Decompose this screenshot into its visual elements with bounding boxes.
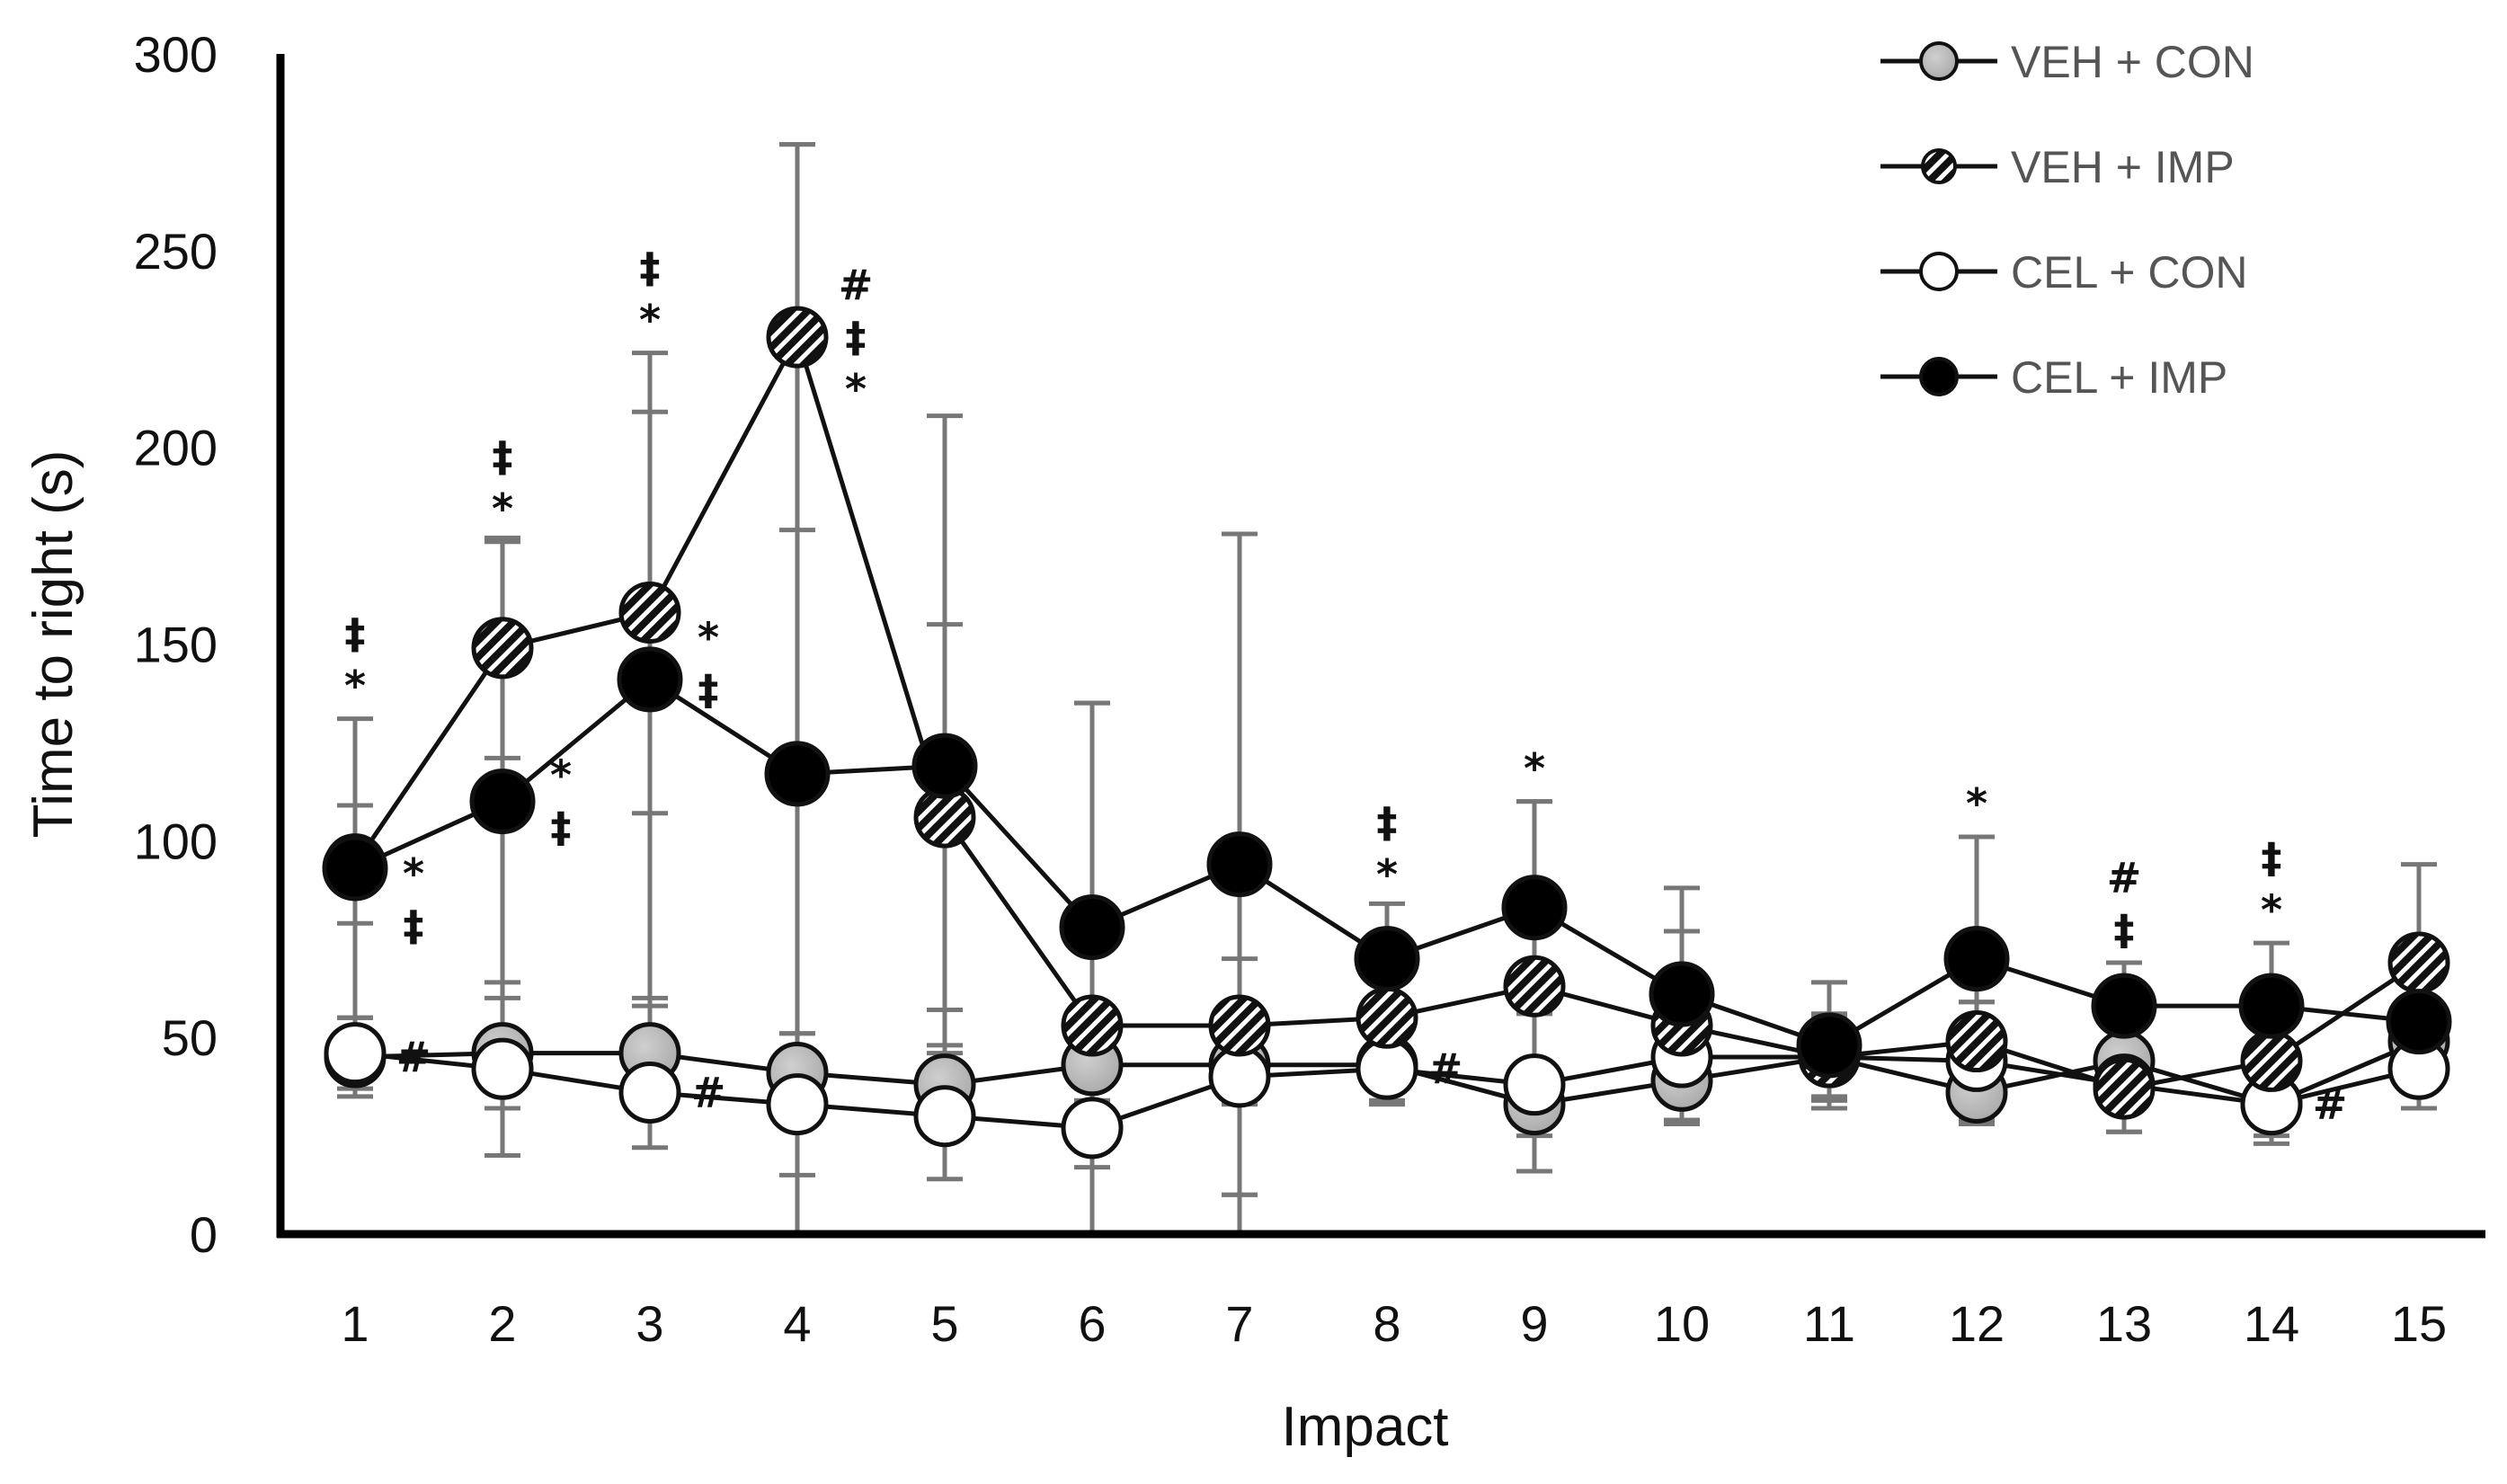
- legend-label: CEL + CON: [2011, 247, 2248, 298]
- y-tick-label: 100: [134, 813, 218, 869]
- significance-marker: ‡: [404, 902, 424, 950]
- legend-marker: [1921, 148, 1957, 184]
- data-point: [617, 646, 683, 713]
- y-tick-label: 150: [134, 617, 218, 673]
- data-point: [2238, 973, 2305, 1039]
- x-axis-title: Impact: [1281, 1396, 1448, 1458]
- legend-label: VEH + CON: [2011, 37, 2254, 87]
- data-point: [1501, 875, 1568, 941]
- significance-marker: #: [1428, 1044, 1463, 1093]
- significance-marker: #: [691, 1068, 726, 1116]
- significance-marker: *: [344, 662, 366, 710]
- significance-marker: *: [845, 365, 867, 413]
- significance-marker: ‡: [345, 609, 366, 658]
- significance-marker: *: [639, 296, 661, 344]
- significance-marker: *: [403, 849, 424, 898]
- legend-label: CEL + IMP: [2011, 352, 2227, 403]
- data-point: [471, 617, 534, 680]
- significance-marker: ‡: [551, 804, 572, 852]
- data-point: [764, 741, 831, 807]
- x-tick-label: 13: [2096, 1295, 2152, 1352]
- data-point: [324, 1022, 387, 1085]
- data-point: [1649, 961, 1715, 1027]
- x-tick-label: 11: [1803, 1295, 1855, 1352]
- data-point: [2240, 1029, 2303, 1092]
- data-point: [1796, 1012, 1862, 1079]
- data-point: [1945, 1010, 2008, 1073]
- x-tick-label: 12: [1949, 1295, 2005, 1352]
- data-point: [2387, 931, 2450, 994]
- x-tick-label: 15: [2391, 1295, 2447, 1352]
- significance-marker: ‡: [2114, 905, 2135, 954]
- significance-marker: *: [698, 613, 719, 662]
- significance-marker: ‡: [640, 244, 661, 292]
- significance-marker: ‡: [1377, 798, 1398, 847]
- data-point: [1503, 1053, 1566, 1116]
- y-tick-label: 0: [190, 1206, 218, 1263]
- x-tick-label: 3: [636, 1295, 663, 1352]
- x-tick-label: 7: [1225, 1295, 1253, 1352]
- legend-marker: [1919, 357, 1959, 396]
- significance-marker: ‡: [2262, 833, 2282, 882]
- data-point: [1061, 1097, 1124, 1160]
- significance-marker: *: [550, 751, 572, 800]
- significance-marker: ‡: [698, 665, 719, 714]
- data-point: [766, 306, 829, 369]
- data-point: [1059, 894, 1125, 961]
- data-point: [2386, 989, 2452, 1055]
- data-point: [1061, 994, 1124, 1057]
- data-point: [469, 769, 536, 835]
- legend: VEH + CON VEH + IMP CEL + CON CEL + IMP: [1880, 37, 2254, 403]
- significance-marker: ‡: [846, 313, 867, 361]
- significance-marker: *: [2261, 885, 2282, 934]
- data-point: [322, 835, 388, 902]
- significance-marker: *: [1966, 779, 1987, 828]
- x-tick-label: 5: [930, 1295, 958, 1352]
- data-point: [766, 1073, 829, 1136]
- x-tick-label: 6: [1078, 1295, 1106, 1352]
- y-tick-label: 200: [134, 420, 218, 476]
- data-point: [913, 1085, 976, 1148]
- significance-marker: *: [492, 484, 513, 533]
- data-point: [2093, 1057, 2156, 1120]
- y-axis-title: Time to right (s): [22, 450, 84, 839]
- legend-marker: [1919, 252, 1959, 291]
- x-tick-label: 4: [783, 1295, 811, 1352]
- significance-marker: #: [396, 1033, 431, 1081]
- x-tick-label: 10: [1654, 1295, 1710, 1352]
- significance-marker: #: [2107, 853, 2142, 902]
- x-tick-label: 9: [1520, 1295, 1548, 1352]
- significance-marker: #: [839, 261, 874, 309]
- significance-marker: ‡: [493, 432, 513, 481]
- x-tick-label: 2: [488, 1295, 516, 1352]
- data-point: [1943, 926, 2010, 992]
- significance-marker: #: [2313, 1080, 2348, 1129]
- significance-marker: *: [1524, 744, 1545, 793]
- data-point: [618, 1061, 681, 1124]
- x-tick-label: 14: [2244, 1295, 2299, 1352]
- legend-label: VEH + IMP: [2011, 142, 2235, 192]
- y-tick-label: 250: [134, 223, 218, 280]
- data-point: [1206, 831, 1273, 898]
- y-tick-label: 300: [134, 26, 218, 83]
- data-point: [2091, 973, 2157, 1039]
- x-tick-label: 1: [341, 1295, 369, 1352]
- data-point: [1356, 986, 1418, 1049]
- data-point: [1208, 994, 1271, 1057]
- significance-marker: *: [1376, 850, 1398, 899]
- data-point: [1503, 955, 1566, 1017]
- y-tick-label: 50: [162, 1009, 218, 1066]
- data-point: [618, 581, 681, 644]
- legend-marker: [1919, 41, 1959, 81]
- data-point: [911, 733, 978, 799]
- x-tick-label: 8: [1373, 1295, 1400, 1352]
- data-point: [1354, 926, 1420, 992]
- data-point: [471, 1037, 534, 1100]
